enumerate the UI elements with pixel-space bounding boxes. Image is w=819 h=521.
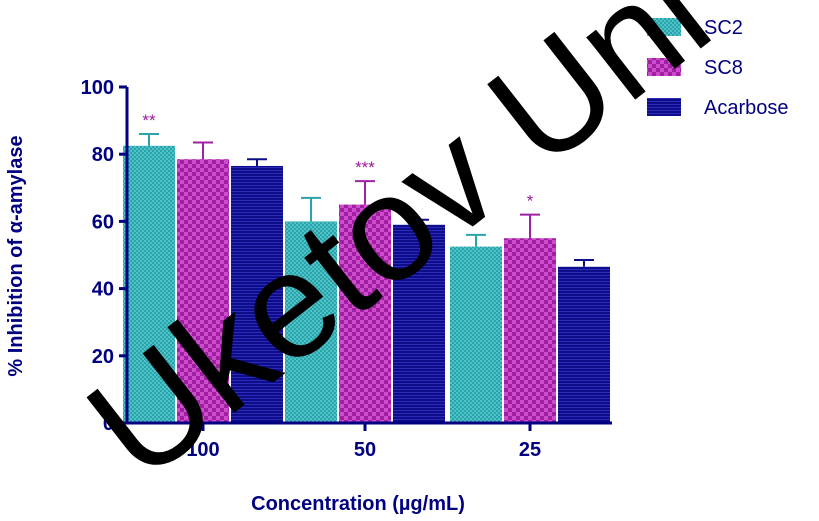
x-tick-label: 25 [519,439,541,461]
bar-sc8-25 [504,238,556,423]
legend-swatch-sc2 [647,18,681,36]
x-tick-label: 100 [186,439,219,461]
legend-label-acarbose: Acarbose [704,97,789,119]
y-tick-label: 20 [92,346,114,368]
y-tick-label: 80 [92,144,114,166]
y-tick-label: 100 [81,77,114,99]
bar-acarbose-100 [231,165,283,423]
legend-swatch-acarbose [647,98,681,116]
legend-label-sc2: SC2 [704,17,743,39]
x-tick-label: 50 [354,439,376,461]
legend-swatch-sc8 [647,58,681,76]
x-axis-label: Concentration (µg/mL) [251,493,465,515]
bar-acarbose-50 [393,224,445,423]
y-tick-label: 0 [103,413,114,435]
y-axis-label: % Inhibition of α-amylase [5,135,27,376]
significance-annotation: *** [355,158,375,177]
legend-label-sc8: SC8 [704,57,743,79]
bar-sc8-100 [177,159,229,424]
bar-sc2-100 [123,145,175,424]
y-tick-label: 40 [92,279,114,301]
significance-annotation: ** [142,111,156,130]
bar-sc2-50 [285,221,337,423]
bar-sc8-50 [339,204,391,423]
bar-acarbose-25 [558,266,610,423]
bar-sc2-25 [450,246,502,423]
y-tick-label: 60 [92,211,114,233]
significance-annotation: * [527,192,534,211]
